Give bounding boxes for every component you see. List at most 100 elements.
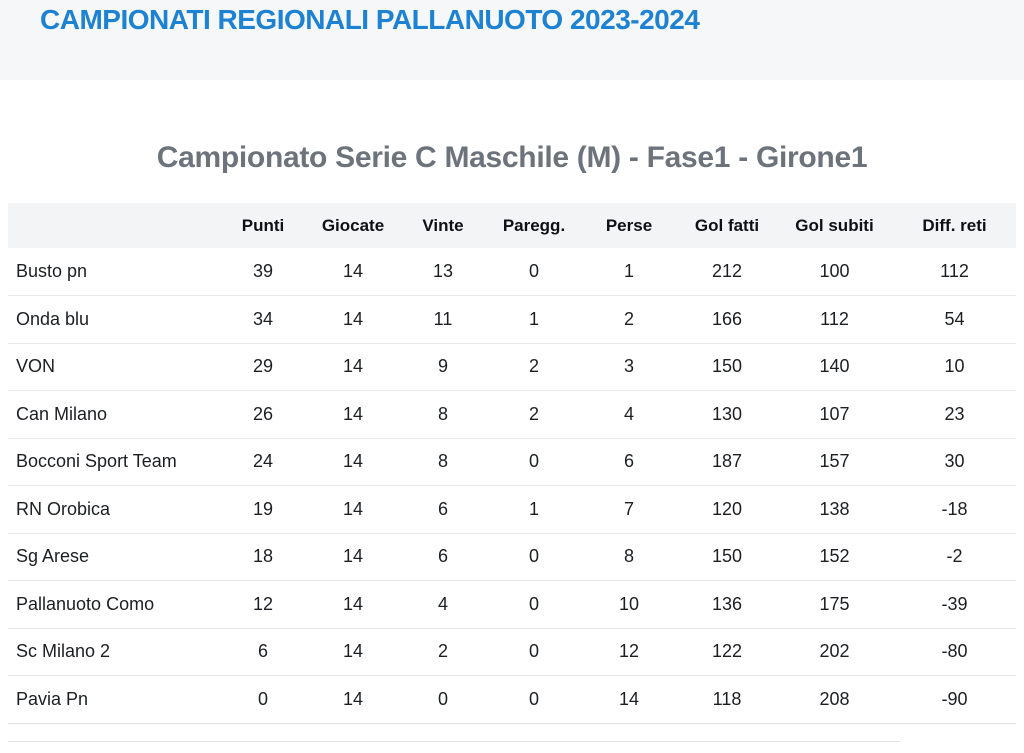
stat-cell: 136 <box>711 593 743 614</box>
column-header-diff-reti: Diff. reti <box>922 215 987 235</box>
standings-body: Busto pn 39 14 13 0 1 212 100 112 Onda blu 34 14 11 1… <box>8 248 1016 723</box>
stat-cell: 10 <box>944 356 965 377</box>
team-name-cell: Busto pn <box>16 261 88 281</box>
stat-cell: 152 <box>819 546 850 567</box>
table-row: Pallanuoto Como 12 14 4 0 10 136 175 -39 <box>8 581 1016 628</box>
stat-cell: -90 <box>941 688 968 709</box>
next-section-top-rule <box>8 740 900 742</box>
stat-cell: 1 <box>623 261 634 281</box>
stat-cell: 4 <box>623 403 634 424</box>
stat-cell: 202 <box>819 641 850 662</box>
stat-cell: 4 <box>437 593 448 614</box>
stat-cell: 112 <box>940 261 969 281</box>
stat-cell: 2 <box>528 356 539 377</box>
table-row: Can Milano 26 14 8 2 4 130 107 23 <box>8 391 1016 438</box>
stat-cell: 14 <box>342 403 364 424</box>
column-header-paregg: Paregg. <box>502 215 566 235</box>
championship-section-title: Campionato Serie C Maschile (M) - Fase1 … <box>156 141 868 174</box>
stat-cell: 0 <box>528 261 539 281</box>
table-row: Onda blu 34 14 11 1 2 166 112 54 <box>8 296 1016 343</box>
stat-cell: 0 <box>528 546 539 567</box>
stat-cell: 6 <box>623 451 634 472</box>
team-name-cell: Pavia Pn <box>16 688 89 709</box>
column-header-perse: Perse <box>605 215 653 235</box>
stat-cell: 0 <box>437 688 448 709</box>
table-row: Sc Milano 2 6 14 2 0 12 122 202 -80 <box>8 628 1016 676</box>
stat-cell: 138 <box>819 498 850 519</box>
table-row: Sg Arese 18 14 6 0 8 150 152 -2 <box>8 533 1016 581</box>
stat-cell: 14 <box>342 356 364 377</box>
stat-cell: 7 <box>623 498 634 519</box>
table-row: VON 29 14 9 2 3 150 140 10 <box>8 343 1016 391</box>
stat-cell: 14 <box>618 688 640 709</box>
stat-cell: 14 <box>342 641 364 662</box>
team-name-cell: Onda blu <box>16 308 90 329</box>
team-name-cell: Sg Arese <box>16 546 90 567</box>
stat-cell: 1 <box>528 308 539 329</box>
stat-cell: 212 <box>711 261 743 281</box>
stat-cell: 24 <box>252 451 274 472</box>
stat-cell: -18 <box>941 498 968 519</box>
team-name-cell: Can Milano <box>16 403 108 424</box>
stat-cell: 140 <box>819 356 850 377</box>
column-header-vinte: Vinte <box>422 215 464 235</box>
standings-header: Punti Giocate Vinte Paregg. Perse Gol fa… <box>8 203 1016 248</box>
stat-cell: 14 <box>342 498 364 519</box>
stat-cell: 14 <box>342 261 364 281</box>
stat-cell: 29 <box>252 356 274 377</box>
stat-cell: 14 <box>342 308 364 329</box>
table-row: Busto pn 39 14 13 0 1 212 100 112 <box>8 248 1016 296</box>
stat-cell: 8 <box>623 546 634 567</box>
table-row: RN Orobica 19 14 6 1 7 120 138 -18 <box>8 486 1016 533</box>
stat-cell: 8 <box>437 451 448 472</box>
stat-cell: -39 <box>941 593 968 614</box>
stat-cell: 34 <box>252 308 274 329</box>
stat-cell: 30 <box>944 451 965 472</box>
stat-cell: 39 <box>252 261 274 281</box>
stat-cell: 2 <box>623 308 634 329</box>
team-name-cell: Sc Milano 2 <box>16 641 111 662</box>
team-name-cell: RN Orobica <box>16 498 111 519</box>
stat-cell: 175 <box>819 593 850 614</box>
stat-cell: 187 <box>711 451 743 472</box>
stat-cell: 14 <box>342 451 364 472</box>
stat-cell: 122 <box>711 641 743 662</box>
stat-cell: -2 <box>946 546 963 567</box>
stat-cell: 100 <box>819 261 850 281</box>
column-header-gol-subiti: Gol subiti <box>795 215 874 235</box>
stat-cell: 0 <box>528 593 539 614</box>
stat-cell: 13 <box>432 261 454 281</box>
column-header-punti: Punti <box>241 215 285 235</box>
team-name-cell: Pallanuoto Como <box>16 593 155 614</box>
table-row: Pavia Pn 0 14 0 0 14 118 208 -90 <box>8 676 1016 723</box>
stat-cell: 23 <box>944 403 965 424</box>
stat-cell: 10 <box>618 593 640 614</box>
stat-cell: 120 <box>711 498 743 519</box>
stat-cell: 14 <box>342 593 364 614</box>
stat-cell: 6 <box>437 498 448 519</box>
stat-cell: 19 <box>252 498 274 519</box>
stat-cell: 166 <box>711 308 743 329</box>
stat-cell: 0 <box>528 641 539 662</box>
column-header-giocate: Giocate <box>321 215 385 235</box>
stat-cell: 14 <box>342 546 364 567</box>
standings-table: Punti Giocate Vinte Paregg. Perse Gol fa… <box>8 203 1016 724</box>
stat-cell: 130 <box>711 403 743 424</box>
stat-cell: 0 <box>528 451 539 472</box>
stat-cell: 9 <box>437 356 448 377</box>
page-header-band: CAMPIONATI REGIONALI PALLANUOTO 2023-202… <box>0 0 1024 80</box>
column-header-gol-fatti: Gol fatti <box>694 215 760 235</box>
stat-cell: 14 <box>342 688 364 709</box>
stat-cell: 1 <box>528 498 539 519</box>
stat-cell: 8 <box>437 403 448 424</box>
stat-cell: 18 <box>252 546 274 567</box>
stat-cell: 6 <box>257 641 268 662</box>
stat-cell: 54 <box>944 308 965 329</box>
stat-cell: 150 <box>711 356 743 377</box>
team-name-cell: Bocconi Sport Team <box>16 451 177 472</box>
stat-cell: 3 <box>623 356 634 377</box>
page-title: CAMPIONATI REGIONALI PALLANUOTO 2023-202… <box>40 4 700 35</box>
table-row: Bocconi Sport Team 24 14 8 0 6 187 157 30 <box>8 438 1016 486</box>
stat-cell: 0 <box>257 688 268 709</box>
stat-cell: 118 <box>712 688 742 709</box>
